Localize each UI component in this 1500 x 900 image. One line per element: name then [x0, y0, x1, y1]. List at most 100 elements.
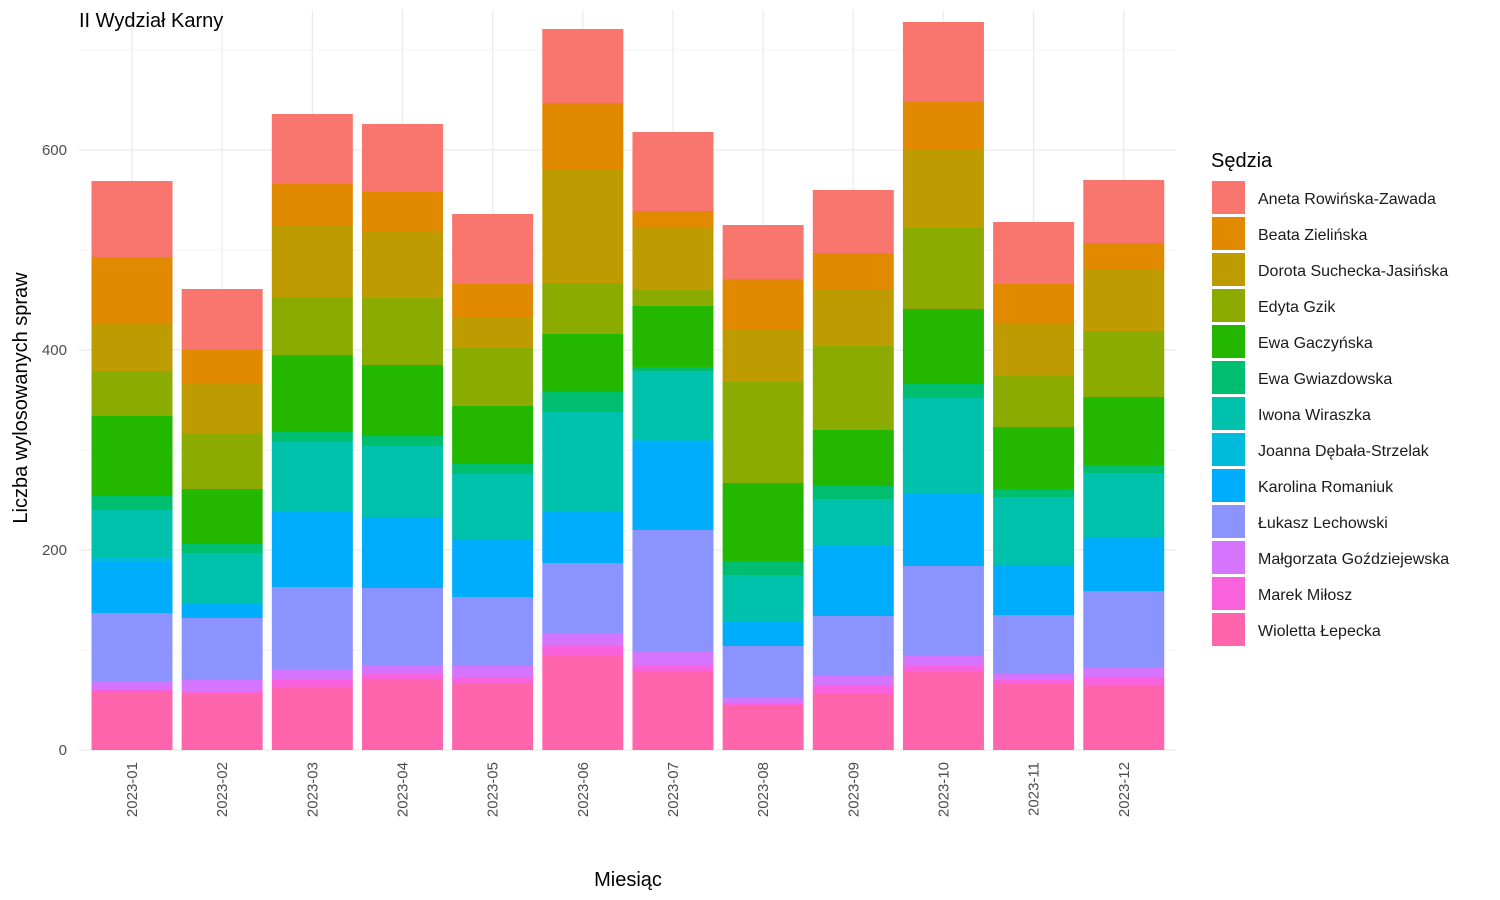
bar-segment — [91, 324, 173, 371]
legend-swatch — [1212, 289, 1245, 322]
bar-segment — [812, 486, 894, 499]
bar-segment — [993, 222, 1075, 284]
bar-segment — [181, 383, 263, 433]
bar-segment — [632, 132, 714, 211]
legend: Sędzia Aneta Rowińska-Zawada Beata Zieliń… — [1211, 150, 1449, 646]
bar-segment — [361, 436, 443, 446]
bar-segment — [361, 517, 443, 588]
bar-segment — [902, 666, 984, 671]
bar-segment — [1083, 677, 1165, 685]
bar-segment — [812, 346, 894, 430]
bar-segment — [812, 616, 894, 676]
bar-segment — [91, 496, 173, 510]
legend-swatch — [1212, 469, 1245, 502]
bar-segment — [812, 289, 894, 346]
bar-segment — [1083, 397, 1165, 465]
bar-segment — [542, 334, 624, 392]
bar-segment — [361, 124, 443, 192]
bar-segment — [993, 680, 1075, 683]
x-tick-label: 2023-04 — [394, 762, 411, 817]
bar-segment — [632, 367, 714, 371]
bar-segment — [722, 483, 804, 561]
bar-segment — [542, 170, 624, 283]
legend-label: Joanna Dębała-Strzelak — [1258, 443, 1430, 460]
bar-segment — [1083, 667, 1165, 677]
legend-swatch — [1212, 325, 1245, 358]
bar-segment — [271, 114, 353, 184]
bar-segment — [1083, 270, 1165, 331]
bar-segment — [452, 677, 534, 683]
legend-swatch — [1212, 181, 1245, 214]
legend-label: Karolina Romaniuk — [1258, 479, 1394, 496]
bar-segment — [181, 289, 263, 350]
bar-segment — [361, 679, 443, 750]
bar-segment — [181, 692, 263, 694]
bar-segment — [271, 587, 353, 669]
bar-segment — [271, 226, 353, 297]
bar-segment — [632, 665, 714, 671]
x-tick-label: 2023-03 — [304, 762, 321, 817]
bar-segment — [722, 225, 804, 279]
bar-segment — [91, 416, 173, 496]
bar-segment — [993, 683, 1075, 750]
bar-segment — [722, 279, 804, 330]
bar-segment — [812, 546, 894, 616]
bar-segment — [91, 257, 173, 324]
bar-segment — [1083, 685, 1165, 750]
bar-segment — [181, 350, 263, 383]
bar-segment — [1083, 331, 1165, 397]
bar-segment — [632, 227, 714, 290]
legend-label: Edyta Gzik — [1258, 299, 1336, 316]
bar-segment — [812, 499, 894, 546]
legend-swatch — [1212, 361, 1245, 394]
bar-segment — [632, 671, 714, 750]
x-tick-label: 2023-07 — [665, 762, 682, 817]
legend-swatch — [1212, 397, 1245, 430]
bar-segment — [542, 29, 624, 103]
bar-segment — [993, 284, 1075, 324]
legend-swatch — [1212, 505, 1245, 538]
legend-label: Łukasz Lechowski — [1258, 515, 1388, 532]
bars — [91, 22, 1165, 750]
bar-segment — [812, 430, 894, 486]
y-tick-label: 200 — [42, 542, 67, 559]
bar-segment — [542, 392, 624, 412]
bar-segment — [452, 284, 534, 318]
bar-segment — [993, 376, 1075, 427]
bar-segment — [722, 575, 804, 622]
bar-segment — [542, 646, 624, 655]
bar-segment — [902, 22, 984, 102]
x-tick-label: 2023-11 — [1026, 762, 1043, 816]
legend-swatch — [1212, 541, 1245, 574]
bar-segment — [902, 228, 984, 309]
x-tick-label: 2023-08 — [755, 762, 772, 817]
bar-segment — [632, 651, 714, 665]
bar-segment — [542, 633, 624, 646]
legend-title: Sędzia — [1211, 150, 1273, 172]
bar-segment — [181, 680, 263, 692]
legend-label: Beata Zielińska — [1258, 227, 1367, 244]
bar-segment — [902, 566, 984, 655]
bar-segment — [722, 561, 804, 575]
y-tick-label: 0 — [59, 742, 67, 759]
chart-title: II Wydział Karny — [79, 10, 223, 32]
bar-segment — [452, 474, 534, 539]
x-tick-label: 2023-05 — [485, 762, 502, 817]
bar-segment — [902, 398, 984, 494]
bar-segment — [632, 441, 714, 530]
bar-segment — [452, 597, 534, 666]
bar-segment — [271, 432, 353, 442]
bar-segment — [993, 324, 1075, 376]
bar-segment — [271, 442, 353, 512]
bar-segment — [902, 494, 984, 566]
y-tick-label: 400 — [42, 342, 67, 359]
bar-segment — [542, 563, 624, 633]
bar-segment — [993, 674, 1075, 680]
legend-label: Małgorzata Goździejewska — [1258, 551, 1449, 568]
legend-label: Dorota Suchecka-Jasińska — [1258, 263, 1448, 280]
bar-segment — [632, 530, 714, 651]
bar-segment — [1083, 180, 1165, 243]
bar-segment — [361, 588, 443, 665]
bar-segment — [361, 192, 443, 232]
bar-segment — [722, 705, 804, 750]
